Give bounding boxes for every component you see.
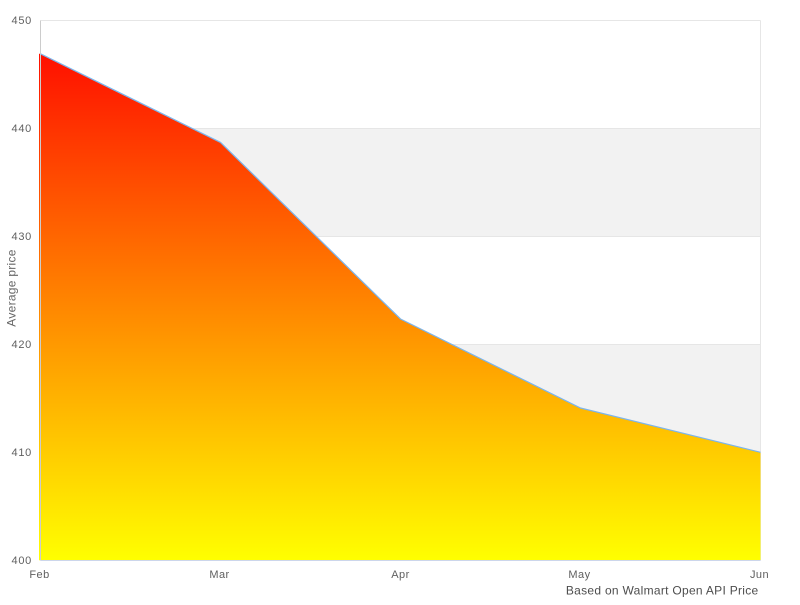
svg-text:Average price: Average price [5,249,19,327]
svg-text:Feb: Feb [29,569,49,581]
svg-text:Jun: Jun [750,569,769,581]
svg-text:440: 440 [11,123,32,135]
svg-text:Mar: Mar [209,569,229,581]
svg-text:Apr: Apr [391,569,409,581]
svg-text:May: May [568,569,590,581]
svg-text:450: 450 [11,15,32,27]
svg-text:430: 430 [11,231,32,243]
svg-text:410: 410 [11,447,32,459]
svg-text:420: 420 [11,339,32,351]
svg-text:Based on Walmart Open API Pric: Based on Walmart Open API Price [566,584,759,598]
svg-text:400: 400 [11,555,32,567]
